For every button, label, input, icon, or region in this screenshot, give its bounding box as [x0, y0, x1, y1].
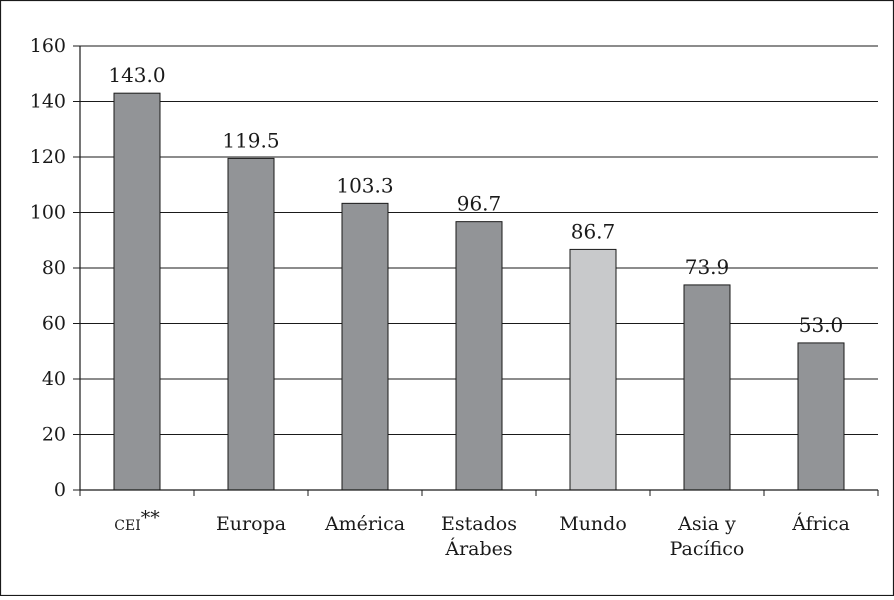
y-tick-label: 40	[42, 368, 66, 390]
category-label: Europa	[216, 513, 286, 535]
data-label: 103.3	[336, 173, 393, 197]
data-labels: 143.0 119.5 103.3 96.7 86.7 73.9 53.0	[108, 63, 843, 337]
category-label: Mundo	[559, 513, 627, 535]
y-tick-label: 100	[30, 202, 66, 224]
y-tick-label: 160	[30, 35, 66, 57]
bars	[113, 92, 845, 491]
y-tick-label: 60	[42, 313, 66, 335]
y-tick-label: 20	[42, 424, 66, 446]
data-label: 143.0	[108, 63, 165, 87]
category-label: África	[791, 512, 850, 535]
y-tick-label: 0	[54, 479, 66, 501]
y-tick-labels: 0 20 40 60 80 100 120 140 160	[30, 35, 66, 501]
y-tick-label: 80	[42, 257, 66, 279]
y-tick-label: 120	[30, 146, 66, 168]
bar	[455, 221, 503, 491]
bar	[797, 342, 845, 491]
category-label: Estados	[441, 513, 517, 535]
bar	[569, 248, 617, 491]
data-label: 96.7	[457, 192, 502, 216]
bar	[113, 92, 161, 491]
y-tick-label: 140	[30, 91, 66, 113]
data-label: 119.5	[222, 128, 279, 152]
category-label: América	[324, 513, 405, 535]
gridlines	[80, 45, 878, 435]
bar	[227, 157, 275, 491]
data-label: 53.0	[799, 313, 844, 337]
category-label: Árabes	[444, 537, 512, 560]
data-label: 86.7	[571, 219, 616, 243]
category-label: CEI**	[114, 507, 160, 534]
category-label: Asia y	[677, 513, 736, 535]
axes	[73, 45, 879, 496]
data-label: 73.9	[685, 255, 730, 279]
bar	[341, 202, 389, 491]
category-label: Pacífico	[670, 538, 745, 560]
bar	[683, 284, 731, 491]
